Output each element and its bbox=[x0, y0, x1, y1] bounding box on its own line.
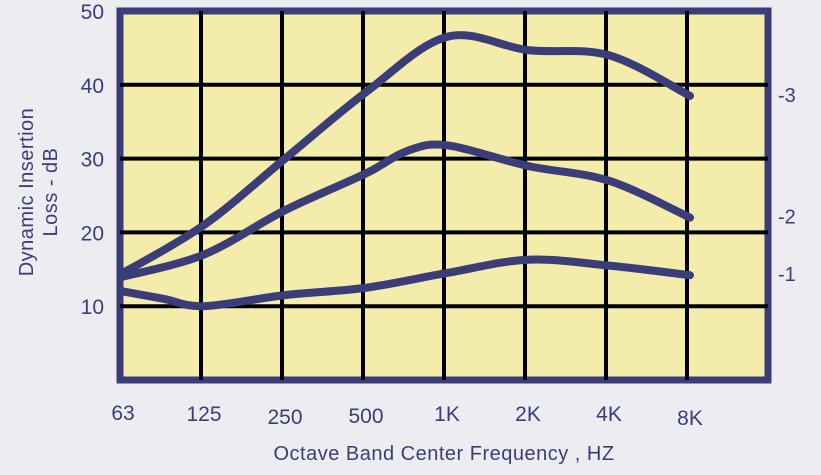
series-label-3: -3 bbox=[778, 85, 796, 107]
x-axis-title: Octave Band Center Frequency , HZ bbox=[273, 443, 614, 465]
x-tick-label: 2K bbox=[515, 403, 541, 426]
x-tick-label: 63 bbox=[111, 402, 134, 425]
series-labels: -1 -2 -3 bbox=[778, 85, 796, 286]
x-tick-label: 500 bbox=[348, 405, 383, 428]
y-tick-label: 30 bbox=[81, 149, 104, 172]
x-tick-label: 1K bbox=[434, 403, 460, 426]
x-tick-label: 250 bbox=[267, 406, 302, 429]
gridlines bbox=[120, 11, 768, 380]
y-tick-label: 40 bbox=[81, 75, 104, 98]
series-label-1: -1 bbox=[778, 264, 796, 286]
y-tick-label: 10 bbox=[81, 296, 104, 319]
y-tick-label: 20 bbox=[81, 222, 104, 245]
series-line-2 bbox=[119, 140, 694, 281]
series-line-1 bbox=[119, 255, 694, 311]
y-axis-title-line-2: Loss - dB bbox=[40, 148, 62, 237]
x-tick-label: 4K bbox=[596, 403, 622, 426]
y-axis-ticks: 10 20 30 40 50 bbox=[81, 1, 104, 319]
x-tick-label: 8K bbox=[677, 407, 703, 430]
y-axis-title-line-1: Dynamic Insertion bbox=[16, 108, 38, 277]
x-axis-ticks: 63 125 250 500 1K 2K 4K 8K bbox=[111, 402, 703, 430]
y-axis-title: Dynamic Insertion Loss - dB bbox=[16, 108, 62, 277]
x-tick-label: 125 bbox=[186, 403, 221, 426]
y-tick-label: 50 bbox=[81, 1, 104, 24]
series-label-2: -2 bbox=[778, 207, 796, 229]
series-lines bbox=[119, 31, 694, 311]
series-line-3 bbox=[119, 31, 694, 277]
